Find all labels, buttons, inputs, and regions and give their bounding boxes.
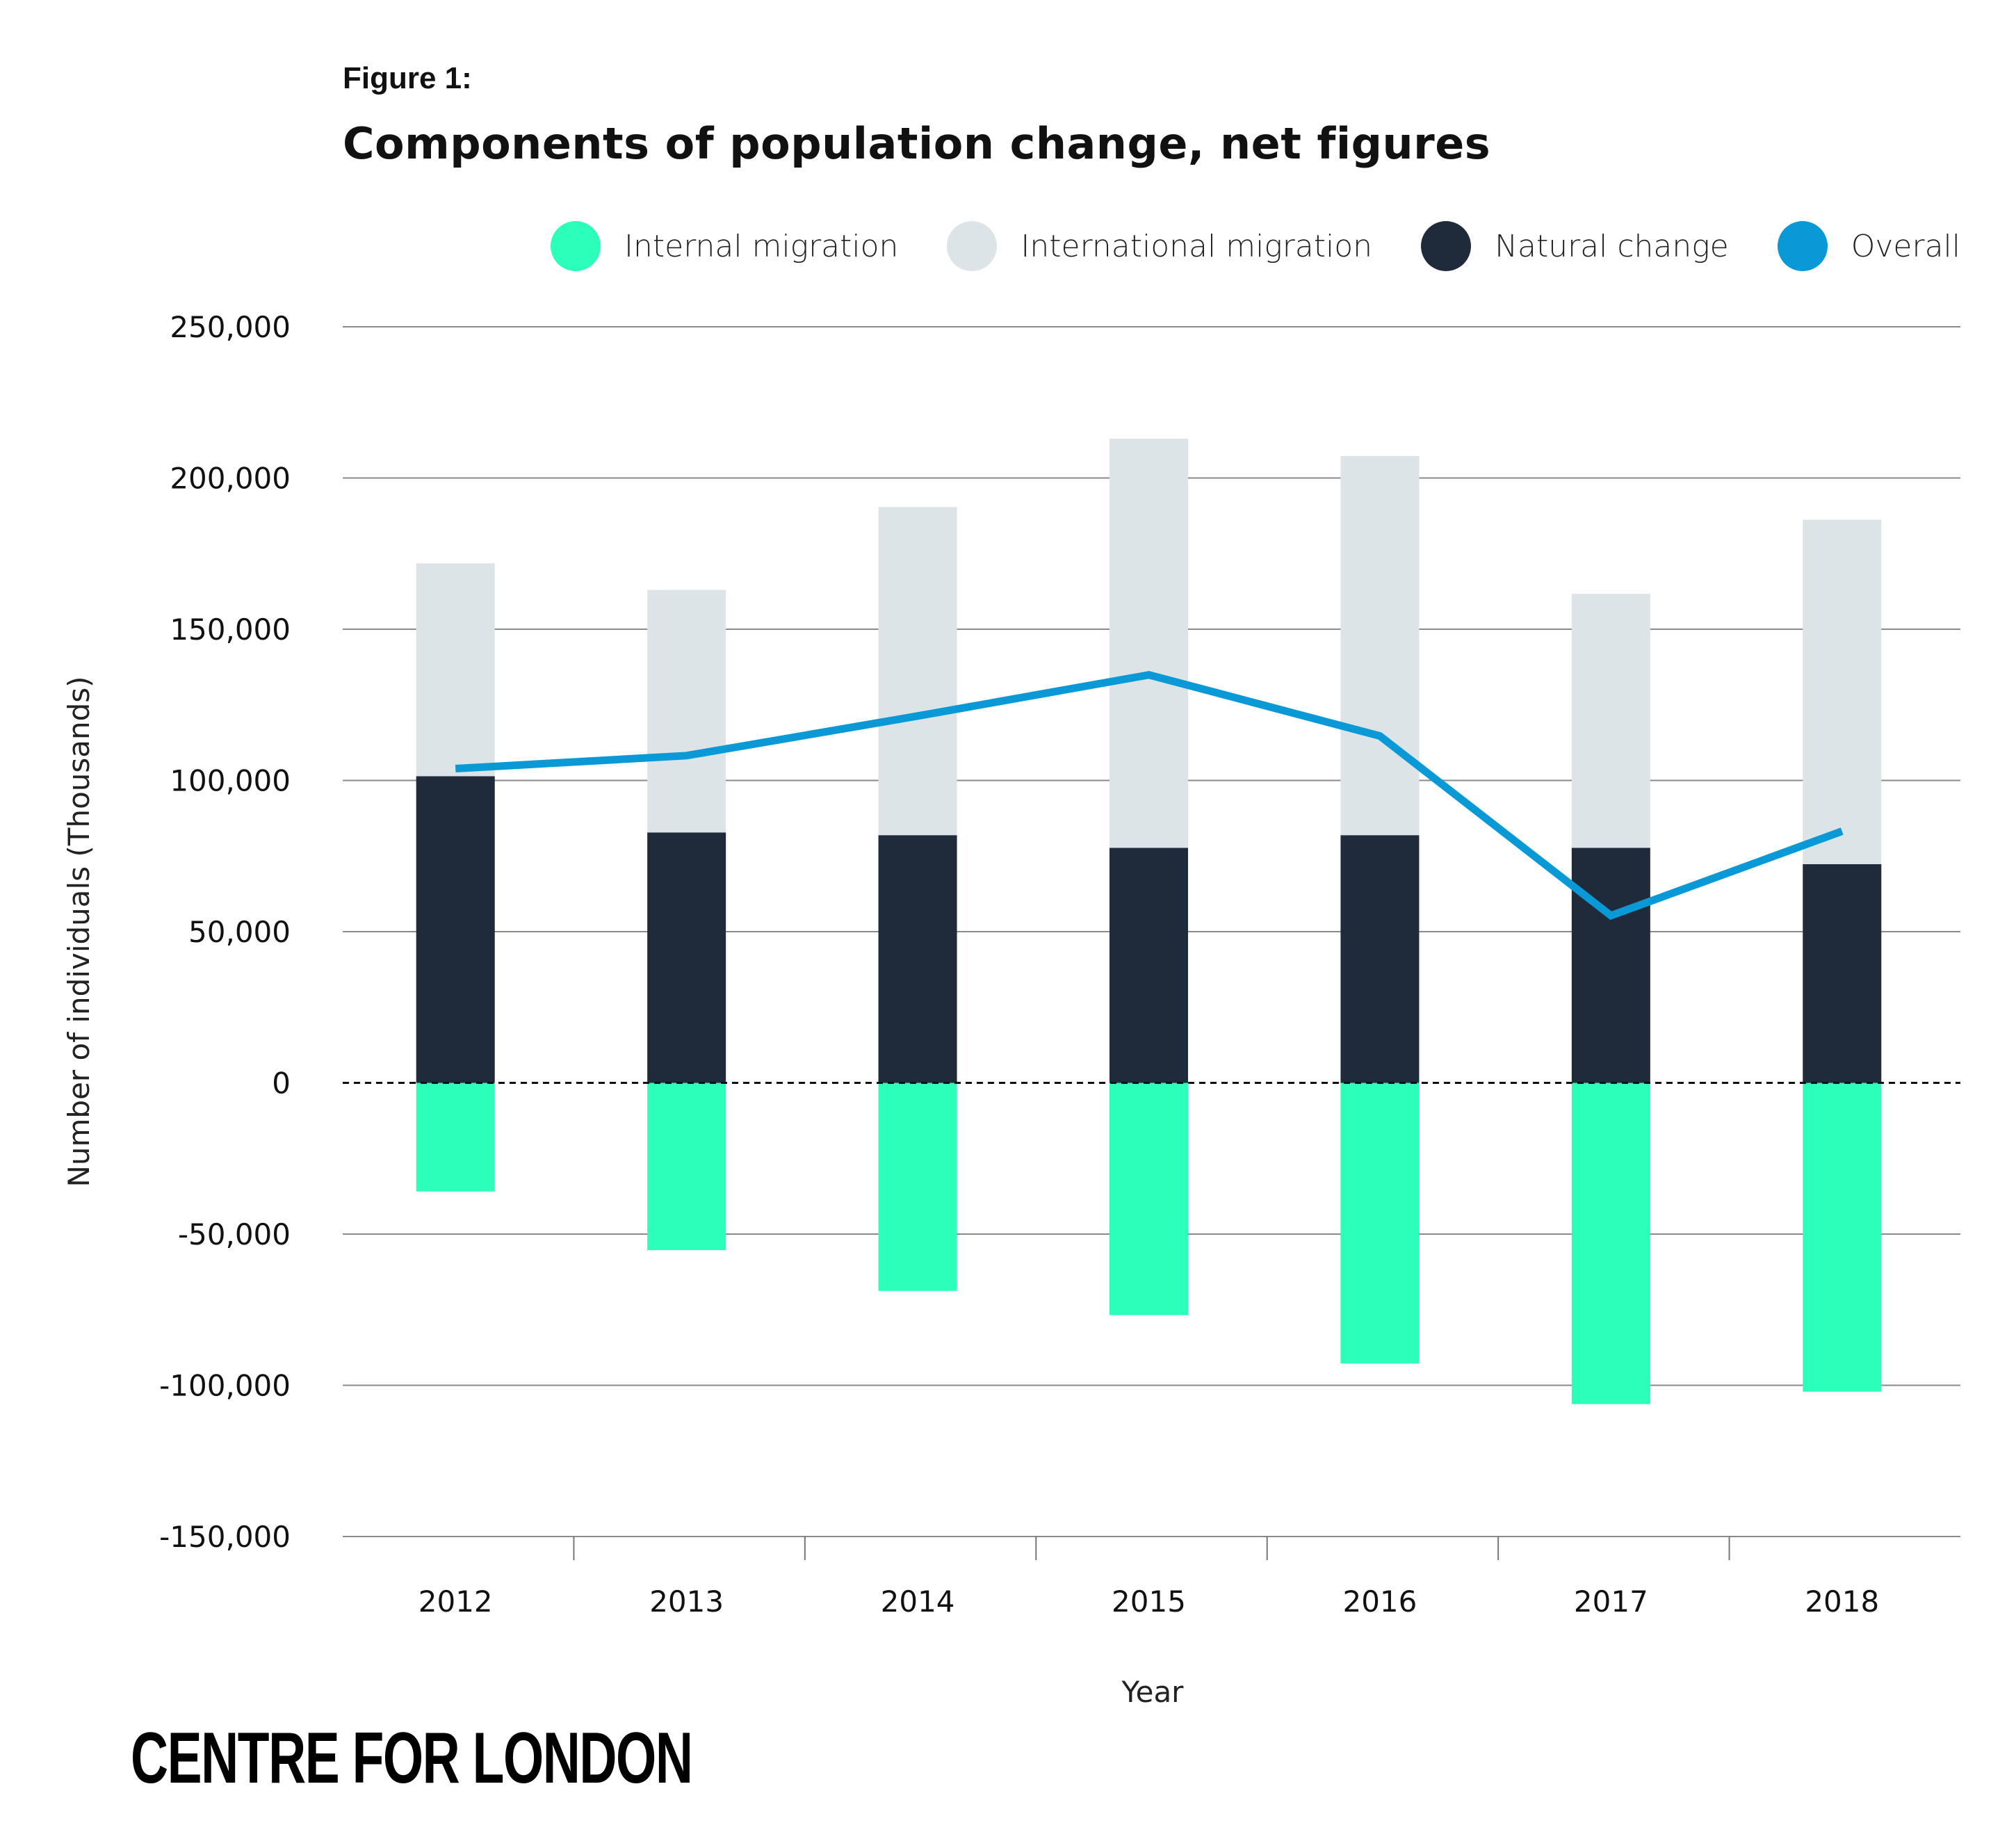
legend-item-international-migration: International migration <box>947 221 1372 271</box>
legend-swatch-internal-migration <box>551 221 601 271</box>
bar-internal-migration <box>416 1083 495 1192</box>
bar-international-migration <box>416 563 495 777</box>
legend-swatch-natural-change <box>1421 221 1472 271</box>
bar-international-migration <box>878 507 957 836</box>
bar-natural-change <box>1571 848 1650 1083</box>
x-tick-label: 2013 <box>649 1584 724 1619</box>
chart-title: Components of population change, net fig… <box>343 118 1491 169</box>
bar-international-migration <box>1803 519 1882 864</box>
y-tick-label: 200,000 <box>170 462 291 496</box>
bar-natural-change <box>878 835 957 1083</box>
y-tick-label: 250,000 <box>170 310 291 344</box>
bar-international-migration <box>1571 594 1650 848</box>
bars <box>416 438 1882 1404</box>
bar-internal-migration <box>1109 1083 1188 1315</box>
bar-natural-change <box>416 776 495 1083</box>
x-tick-label: 2012 <box>418 1584 493 1619</box>
x-tick-label: 2015 <box>1112 1584 1186 1619</box>
x-tick-label: 2014 <box>881 1584 955 1619</box>
legend-swatch-overall <box>1777 221 1828 271</box>
y-tick-label: 50,000 <box>188 915 291 949</box>
y-tick-label: 100,000 <box>170 764 291 798</box>
x-tick-label: 2017 <box>1574 1584 1648 1619</box>
legend: Internal migration International migrati… <box>502 221 1960 271</box>
bar-internal-migration <box>1340 1083 1420 1364</box>
legend-label: Internal migration <box>624 228 899 264</box>
figure-label: Figure 1: <box>343 61 472 95</box>
x-tick-label: 2018 <box>1805 1584 1879 1619</box>
y-tick-label: -100,000 <box>159 1369 291 1403</box>
legend-item-internal-migration: Internal migration <box>551 221 898 271</box>
bar-international-migration <box>647 590 726 833</box>
bar-internal-migration <box>1571 1083 1650 1404</box>
bar-internal-migration <box>647 1083 726 1251</box>
bar-international-migration <box>1109 438 1188 848</box>
centre-for-london-logo: CENTRE FOR LONDON <box>131 1718 693 1799</box>
x-axis-title: Year <box>1121 1675 1185 1709</box>
bar-internal-migration <box>1803 1083 1882 1392</box>
legend-item-overall: Overall <box>1777 221 1960 271</box>
legend-label: Overall <box>1851 228 1960 264</box>
y-tick-label: -150,000 <box>159 1520 291 1554</box>
legend-label: International migration <box>1021 228 1373 264</box>
y-axis-labels: 250,000 200,000 150,000 100,000 50,000 0 -50,0… <box>159 310 291 1554</box>
y-tick-label: 0 <box>272 1067 291 1101</box>
legend-item-natural-change: Natural change <box>1421 221 1729 271</box>
bar-natural-change <box>647 832 726 1083</box>
y-tick-label: 150,000 <box>170 613 291 647</box>
bar-international-migration <box>1340 455 1420 836</box>
x-axis-labels: 2012 2013 2014 2015 2016 2017 2018 <box>418 1584 1879 1619</box>
bar-natural-change <box>1109 848 1188 1083</box>
bar-natural-change <box>1340 835 1420 1083</box>
bar-internal-migration <box>878 1083 957 1291</box>
y-tick-label: -50,000 <box>178 1217 291 1251</box>
legend-swatch-international-migration <box>947 221 998 271</box>
x-tick-label: 2016 <box>1342 1584 1417 1619</box>
bar-natural-change <box>1803 864 1882 1083</box>
y-axis-title: Number of individuals (Thousands) <box>62 676 96 1187</box>
legend-label: Natural change <box>1495 228 1729 264</box>
overall-line <box>455 671 1844 921</box>
